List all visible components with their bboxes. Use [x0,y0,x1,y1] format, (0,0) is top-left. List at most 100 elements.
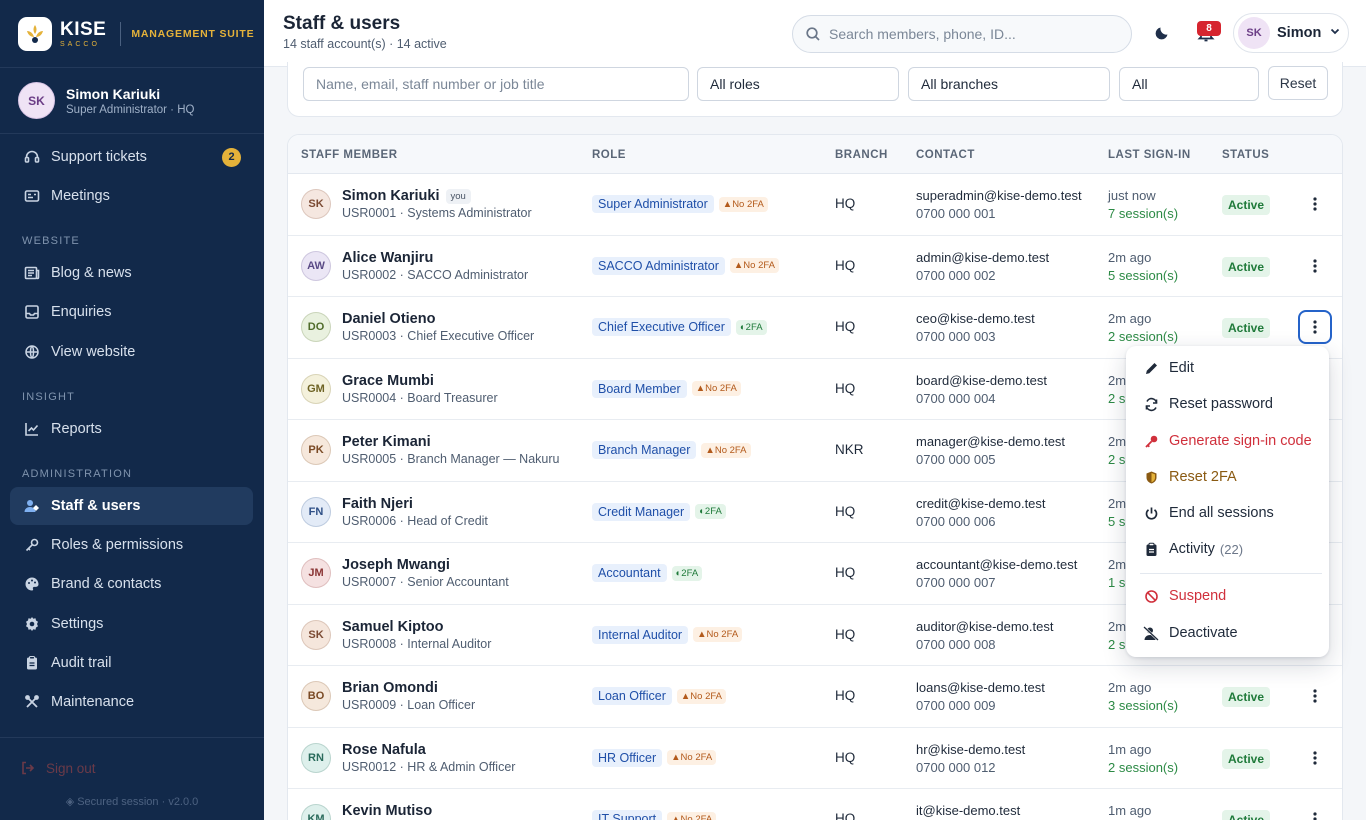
sidebar-item-audit-trail[interactable]: Audit trail [10,644,253,682]
staff-name[interactable]: Samuel Kiptoo [342,618,444,635]
staff-name[interactable]: Faith Njeri [342,495,413,512]
sidebar-item-support-tickets[interactable]: Support tickets 2 [10,138,253,176]
staff-id-title: USR0003 · Chief Executive Officer [342,329,535,343]
staff-filter-input[interactable] [316,76,688,92]
session-count-link[interactable]: 7 session(s) [1108,206,1179,221]
menu-activity[interactable]: Activity (22) [1126,534,1329,564]
col-contact[interactable]: CONTACT [916,149,975,161]
col-last-sign-in[interactable]: LAST SIGN-IN [1108,149,1191,161]
menu-suspend[interactable]: Suspend [1126,581,1329,611]
sidebar-item-settings[interactable]: Settings [10,605,253,643]
sidebar-profile[interactable]: SK Simon Kariuki Super Administrator · H… [0,68,264,134]
staff-name[interactable]: Kevin Mutiso [342,803,433,819]
col-staff-member[interactable]: STAFF MEMBER [301,149,398,161]
menu-edit[interactable]: Edit [1126,353,1329,383]
sign-out-button[interactable]: Sign out [20,760,96,776]
email-link[interactable]: superadmin@kise-demo.test [916,188,1082,203]
session-count-link[interactable]: 5 session(s) [1108,267,1179,283]
branch-cell: HQ [835,257,856,273]
session-count-link[interactable]: 2 s [1108,452,1126,467]
sidebar-item-roles-permissions[interactable]: Roles & permissions [10,526,253,564]
row-actions-button[interactable] [1298,249,1332,283]
global-search[interactable] [792,15,1132,53]
email-link[interactable]: accountant@kise-demo.test [916,557,1078,572]
search-input[interactable] [829,26,1119,42]
brand[interactable]: KISE SACCO MANAGEMENT SUITE [0,0,264,68]
row-actions-button[interactable] [1298,741,1332,775]
staff-name[interactable]: Joseph Mwangi [342,557,450,573]
menu-end-all-sessions[interactable]: End all sessions [1126,498,1329,528]
table-row[interactable]: SK Simon Kariuki you USR0001 · Systems Admi… [288,174,1342,236]
email-link[interactable]: loans@kise-demo.test [916,680,1045,695]
sidebar-item-meetings[interactable]: Meetings [10,177,253,215]
row-actions-button[interactable] [1298,310,1332,344]
col-status[interactable]: STATUS [1222,149,1270,161]
twofa-missing-badge: ▲No 2FA [693,627,743,642]
user-menu[interactable]: SK Simon [1233,13,1349,53]
inbox-icon [23,303,41,321]
table-row[interactable]: PK Peter Kimani USR0005 · Branch Manager —… [288,420,1342,482]
email-link[interactable]: it@kise-demo.test [916,803,1021,818]
email-link[interactable]: manager@kise-demo.test [916,434,1066,449]
table-row[interactable]: BO Brian Omondi USR0009 · Loan Officer Loan… [288,666,1342,728]
theme-toggle-moon-icon[interactable] [1154,23,1172,46]
staff-id-title: USR0006 · Head of Credit [342,513,488,528]
sidebar-item-view-website[interactable]: View website [10,333,253,371]
branch-filter-select[interactable]: All branches [908,67,1110,101]
avatar: SK [1238,17,1270,49]
table-row[interactable]: FN Faith Njeri USR0006 · Head of Credit Cre… [288,482,1342,543]
warning-icon: ▲ [671,813,681,820]
session-count-link[interactable]: 3 session(s) [1108,698,1179,713]
sidebar-item-blog[interactable]: Blog & news [10,254,253,292]
table-row[interactable]: SK Samuel Kiptoo USR0008 · Internal Audito… [288,605,1342,666]
sidebar-item-maintenance[interactable]: Maintenance [10,683,253,721]
user-name: Simon [1277,25,1322,41]
phone-text: 0700 000 005 [916,452,996,467]
staff-filter-field[interactable] [303,67,689,101]
email-link[interactable]: auditor@kise-demo.test [916,618,1054,634]
row-actions-button[interactable] [1298,802,1332,820]
reset-filters-button[interactable]: Reset [1268,66,1328,100]
staff-name[interactable]: Daniel Otieno [342,311,436,327]
session-count-link[interactable]: 2 s [1108,636,1126,652]
last-sign-in: 2m [1108,434,1127,449]
session-count-link[interactable]: 2 session(s) [1108,759,1179,775]
staff-name[interactable]: Brian Omondi [342,680,438,696]
sidebar-item-label: Staff & users [51,498,141,514]
row-actions-button[interactable] [1298,679,1332,713]
status-filter-select[interactable]: All [1119,67,1259,101]
session-count-link[interactable]: 5 s [1108,513,1126,529]
table-row[interactable]: DO Daniel Otieno USR0003 · Chief Executive… [288,297,1342,359]
menu-reset-2fa[interactable]: Reset 2FA [1126,462,1329,492]
email-link[interactable]: hr@kise-demo.test [916,741,1026,757]
email-link[interactable]: ceo@kise-demo.test [916,311,1035,326]
sidebar-item-staff-users[interactable]: Staff & users [10,487,253,525]
table-row[interactable]: GM Grace Mumbi USR0004 · Board Treasurer Bo… [288,359,1342,420]
col-branch[interactable]: BRANCH [835,149,888,161]
table-row[interactable]: AW Alice Wanjiru USR0002 · SACCO Administr… [288,236,1342,297]
email-link[interactable]: board@kise-demo.test [916,372,1047,388]
table-row[interactable]: KM Kevin Mutiso IT Support ▲No 2FA HQ it@kise… [288,789,1342,820]
session-count-link[interactable]: 2 s [1108,390,1126,406]
staff-name[interactable]: Alice Wanjiru [342,249,434,266]
row-actions-button[interactable] [1298,187,1332,221]
staff-name[interactable]: Rose Nafula [342,741,426,758]
staff-name[interactable]: Simon Kariuki you [342,188,471,204]
menu-deactivate[interactable]: Deactivate [1126,618,1329,648]
menu-reset-password[interactable]: Reset password [1126,389,1329,419]
session-count-link[interactable]: 2 session(s) [1108,329,1179,344]
col-role[interactable]: ROLE [592,149,626,161]
table-row[interactable]: JM Joseph Mwangi USR0007 · Senior Accounta… [288,543,1342,605]
sidebar-item-brand-contacts[interactable]: Brand & contacts [10,565,253,603]
role-filter-select[interactable]: All roles [697,67,899,101]
staff-name[interactable]: Peter Kimani [342,434,431,450]
staff-name[interactable]: Grace Mumbi [342,372,434,389]
menu-generate-sign-in-code[interactable]: Generate sign-in code [1126,426,1329,456]
table-row[interactable]: RN Rose Nafula USR0012 · HR & Admin Office… [288,728,1342,789]
gear-icon [23,615,41,633]
email-link[interactable]: admin@kise-demo.test [916,249,1050,265]
sidebar-item-reports[interactable]: Reports [10,410,253,448]
sidebar-item-label: Brand & contacts [51,576,162,592]
email-link[interactable]: credit@kise-demo.test [916,495,1046,511]
sidebar-item-enquiries[interactable]: Enquiries [10,293,253,331]
